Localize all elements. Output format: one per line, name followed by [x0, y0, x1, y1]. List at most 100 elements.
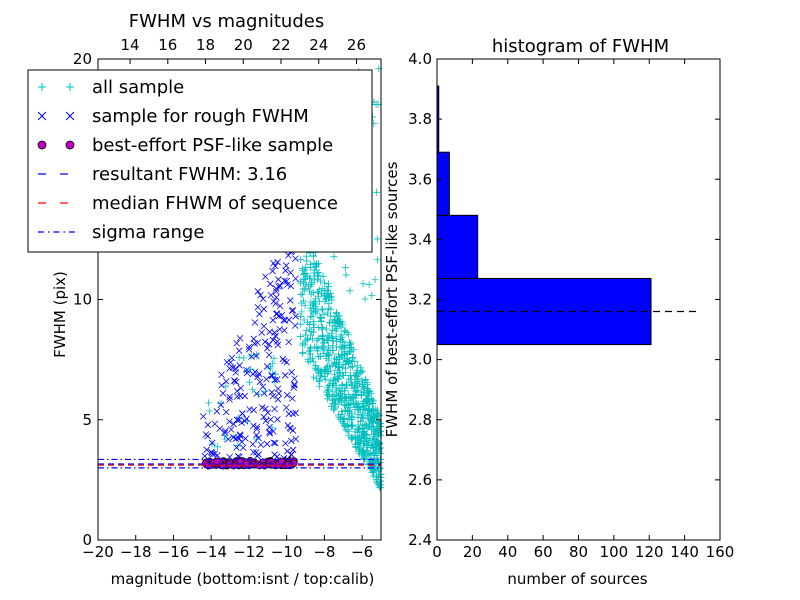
- all-sample-point: [323, 336, 331, 344]
- rough-fwhm-sample-point: [219, 390, 227, 397]
- rough-fwhm-sample-point: [292, 255, 299, 262]
- y-tick-label: 5: [82, 411, 92, 429]
- rough-fwhm-sample-point: [254, 303, 262, 311]
- all-sample-point: [338, 381, 346, 389]
- all-sample-point: [344, 331, 352, 339]
- all-sample-point: [336, 363, 344, 371]
- legend-label: all sample: [92, 77, 184, 98]
- all-sample-point: [206, 407, 214, 415]
- rough-fwhm-sample-point: [248, 353, 255, 360]
- rough-fwhm-sample-point: [275, 283, 282, 290]
- rough-fwhm-sample-point: [253, 425, 261, 433]
- all-sample-point: [323, 369, 331, 377]
- all-sample-point: [359, 398, 367, 406]
- rough-fwhm-sample-point: [262, 273, 269, 280]
- histogram-bar: [436, 214, 479, 279]
- rough-fwhm-sample-point: [271, 329, 278, 336]
- all-sample-point: [318, 324, 326, 332]
- all-sample-point: [361, 388, 369, 396]
- rough-fwhm-sample-point: [263, 375, 270, 383]
- all-sample-point: [366, 435, 374, 443]
- all-sample-point: [332, 327, 340, 335]
- all-sample-point: [321, 279, 329, 287]
- y-tick-label: 2.8: [408, 411, 432, 429]
- all-sample-point: [321, 297, 329, 305]
- rough-fwhm-sample-point: [211, 420, 219, 428]
- histogram-y-axis-label: FWHM of best-effort PSF-like sources: [383, 161, 401, 437]
- all-sample-point: [308, 280, 316, 288]
- rough-fwhm-sample-point: [201, 452, 209, 460]
- all-sample-point: [321, 365, 329, 373]
- all-sample-point: [234, 441, 242, 449]
- rough-fwhm-sample-point: [208, 439, 216, 447]
- rough-fwhm-sample-point: [226, 393, 233, 401]
- all-sample-point: [354, 386, 362, 394]
- all-sample-point: [373, 437, 381, 445]
- all-sample-point: [335, 392, 343, 400]
- legend-marker: [37, 140, 47, 150]
- all-sample-point: [355, 380, 363, 388]
- all-sample-point: [314, 369, 322, 377]
- rough-fwhm-sample-point: [258, 329, 266, 336]
- rough-fwhm-sample-point: [283, 358, 291, 366]
- all-sample-point: [362, 420, 370, 428]
- all-sample-point: [335, 312, 343, 320]
- rough-fwhm-sample-point: [257, 291, 264, 299]
- rough-fwhm-sample-point: [274, 385, 282, 392]
- rough-fwhm-sample-point: [253, 423, 261, 431]
- rough-fwhm-sample-point: [271, 439, 279, 447]
- all-sample-point: [356, 444, 364, 452]
- rough-fwhm-sample-point: [271, 376, 279, 384]
- all-sample-point: [331, 313, 339, 321]
- all-sample-point: [348, 354, 356, 362]
- rough-fwhm-sample-point: [241, 392, 249, 400]
- all-sample-point: [353, 366, 361, 374]
- all-sample-point: [358, 367, 366, 375]
- all-sample-point: [309, 335, 317, 343]
- all-sample-point: [341, 263, 349, 271]
- top-x-tick-label: 22: [271, 36, 290, 54]
- all-sample-point: [297, 256, 305, 264]
- rough-fwhm-sample-point: [271, 451, 278, 458]
- rough-fwhm-sample-point: [282, 440, 289, 447]
- all-sample-point: [341, 341, 349, 349]
- all-sample-point: [361, 405, 369, 413]
- all-sample-point: [320, 311, 328, 319]
- rough-fwhm-sample-point: [256, 310, 263, 318]
- all-sample-point: [343, 420, 351, 428]
- rough-fwhm-sample-point: [255, 434, 262, 442]
- rough-fwhm-sample-point: [236, 334, 244, 342]
- all-sample-point: [371, 415, 379, 423]
- rough-fwhm-sample-point: [274, 396, 282, 403]
- rough-fwhm-sample-point: [273, 376, 281, 383]
- rough-fwhm-sample-point: [261, 338, 269, 346]
- all-sample-point: [331, 370, 339, 378]
- all-sample-point: [352, 391, 360, 399]
- y-tick-label: 2.4: [408, 531, 432, 549]
- rough-fwhm-sample-point: [274, 258, 281, 266]
- all-sample-point: [306, 325, 314, 333]
- all-sample-point: [374, 406, 382, 414]
- rough-fwhm-sample-point: [273, 293, 280, 301]
- all-sample-point: [315, 259, 323, 267]
- reference-lines: [98, 458, 381, 469]
- all-sample-point: [316, 314, 324, 322]
- all-sample-point: [336, 416, 344, 424]
- all-sample-point: [335, 385, 343, 393]
- all-sample-point: [329, 334, 337, 342]
- all-sample-point: [306, 260, 314, 268]
- rough-fwhm-sample-point: [290, 384, 298, 391]
- y-tick-label: 20: [73, 50, 92, 68]
- rough-fwhm-sample-point: [233, 416, 241, 424]
- all-sample-point: [316, 376, 324, 384]
- rough-fwhm-sample-point: [281, 327, 288, 334]
- rough-fwhm-sample-point: [249, 440, 257, 448]
- x-tick-label: 20: [463, 543, 482, 561]
- all-sample-point: [371, 448, 379, 456]
- all-sample-point: [344, 426, 352, 434]
- rough-fwhm-sample-point: [253, 431, 260, 439]
- rough-fwhm-sample-point: [285, 252, 292, 259]
- all-sample-point: [297, 320, 305, 328]
- histogram-bar: [436, 277, 652, 346]
